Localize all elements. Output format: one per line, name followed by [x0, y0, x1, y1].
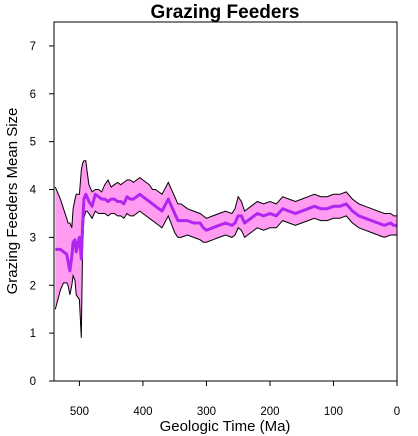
x-tick-label: 200	[260, 406, 279, 418]
chart-title: Grazing Feeders	[151, 2, 300, 23]
x-tick-label: 500	[70, 406, 89, 418]
mean-size-line	[55, 192, 397, 273]
y-axis-label: Grazing Feeders Mean Size	[4, 108, 21, 295]
y-tick-label: 4	[30, 185, 37, 197]
x-tick-label: 300	[197, 406, 216, 418]
y-axis: 0 1 2 3 4 5 6 7	[30, 41, 54, 388]
plot-frame	[53, 21, 398, 382]
x-axis-label: Geologic Time (Ma)	[160, 418, 291, 435]
y-tick-label: 3	[30, 232, 36, 244]
confidence-band	[55, 160, 398, 338]
y-tick-label: 7	[30, 41, 36, 53]
lower-bound-line	[54, 210, 397, 338]
x-tick-label: 0	[394, 406, 400, 418]
y-tick-label: 6	[30, 89, 36, 101]
upper-bound-line	[54, 160, 397, 228]
y-tick-label: 2	[30, 280, 36, 292]
plot-area	[54, 160, 398, 338]
y-tick-label: 5	[30, 137, 36, 149]
x-axis: 500 400 300 200 100 0	[70, 381, 400, 418]
x-tick-label: 100	[324, 406, 343, 418]
y-tick-label: 1	[30, 328, 36, 340]
x-tick-label: 400	[133, 406, 152, 418]
y-tick-label: 0	[30, 376, 36, 388]
